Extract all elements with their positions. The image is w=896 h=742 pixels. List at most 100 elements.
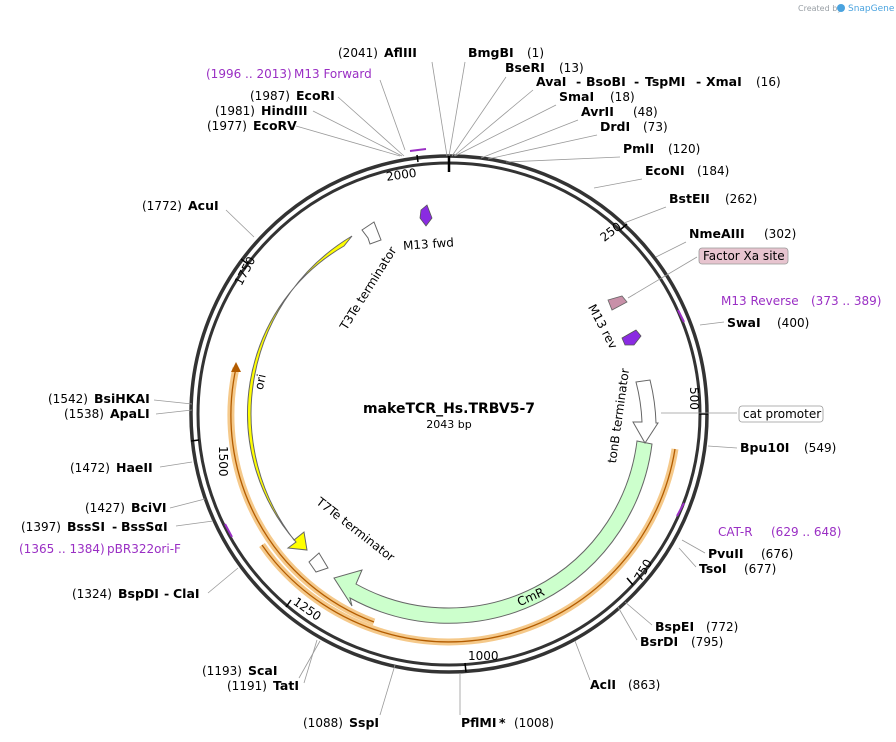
site-separator: - <box>696 74 701 89</box>
site-name: BseRI <box>505 60 545 75</box>
site-name: EcoRI <box>296 88 335 103</box>
site-name: AvaI <box>536 74 566 89</box>
site-pmli[interactable]: PmlI (120) <box>623 141 700 156</box>
site-swai[interactable]: SwaI (400) <box>727 315 809 330</box>
primer-name: CAT-R <box>718 525 753 539</box>
site-ecori[interactable]: (1987) EcoRI <box>250 88 335 103</box>
site-pos: (1324) <box>72 587 112 601</box>
site-pos: (48) <box>633 105 658 119</box>
primer-cat-r[interactable]: CAT-R (629 .. 648) <box>676 502 841 539</box>
factor-xa-box-bg <box>698 247 789 265</box>
primer-name: pBR322ori-F <box>107 542 181 556</box>
site-pos: (1193) <box>202 664 242 678</box>
m13-fwd-label: M13 fwd <box>403 235 455 253</box>
site-acli[interactable]: AclI (863) <box>590 677 660 692</box>
ori-label: ori <box>252 373 269 391</box>
site-name: SmaI <box>559 89 594 104</box>
site-acui[interactable]: (1772) AcuI <box>142 198 219 213</box>
site-tati[interactable]: (1191) TatI <box>227 678 299 693</box>
site-afliii[interactable]: (2041) AflIII <box>338 45 417 60</box>
site-drdi[interactable]: DrdI (73) <box>600 119 668 134</box>
site-name-2: ClaI <box>173 586 200 601</box>
site-bspei[interactable]: BspEI (772) <box>655 619 738 634</box>
site-bsteii[interactable]: BstEII (262) <box>669 191 757 206</box>
site-bspdi[interactable]: (1324) BspDI - ClaI <box>72 586 200 601</box>
site-bsrdi[interactable]: BsrDI (795) <box>640 634 723 649</box>
site-haeii[interactable]: (1472) HaeII <box>70 460 153 475</box>
site-ecorv[interactable]: (1977) EcoRV <box>207 118 297 133</box>
site-nmeaiii[interactable]: NmeAIII (302) <box>689 226 796 241</box>
site-name: HindIII <box>261 103 308 118</box>
site-pos: (184) <box>697 164 729 178</box>
site-name: HaeII <box>116 460 153 475</box>
site-hindiii[interactable]: (1981) HindIII <box>215 103 308 118</box>
site-bseri[interactable]: BseRI (13) <box>505 60 584 75</box>
site-sspi[interactable]: (1088) SspI <box>303 715 379 730</box>
primer-pbr322ori-f[interactable]: (1365 .. 1384) pBR322ori-F <box>19 523 233 556</box>
site-pos: (262) <box>725 192 757 206</box>
factor-xa-text: Factor Xa site <box>703 249 785 263</box>
site-name: AflIII <box>384 45 417 60</box>
primer-range: (1996 .. 2013) <box>206 67 292 81</box>
site-avrii[interactable]: AvrII (48) <box>581 104 658 119</box>
site-star: * <box>499 715 506 730</box>
site-scai[interactable]: (1193) ScaI <box>202 663 278 678</box>
primer-name: M13 Forward <box>294 67 372 81</box>
site-pos: (302) <box>764 227 796 241</box>
site-econi[interactable]: EcoNI (184) <box>645 163 729 178</box>
site-pos: (1981) <box>215 104 255 118</box>
t3te-terminator-feature <box>361 221 382 245</box>
site-pos: (1397) <box>21 520 61 534</box>
site-name: SwaI <box>727 315 761 330</box>
site-apali[interactable]: (1538) ApaLI <box>64 406 150 421</box>
plasmid-size: 2043 bp <box>426 418 471 431</box>
site-name: ApaLI <box>110 406 150 421</box>
factor-xa-box[interactable]: Factor Xa site <box>698 247 789 265</box>
site-name: PmlI <box>623 141 654 156</box>
site-bsssi[interactable]: (1397) BssSI - BssSαI <box>21 519 168 534</box>
tick-label-500: 500 <box>687 387 701 410</box>
site-name: AclI <box>590 677 616 692</box>
cmr-feature <box>333 440 653 624</box>
site-pos: (13) <box>559 61 584 75</box>
site-bmgbi[interactable]: BmgBI (1) <box>468 45 544 60</box>
primer-m13-reverse[interactable]: M13 Reverse (373 .. 389) <box>677 294 881 323</box>
tick-1000 <box>464 662 467 673</box>
tonb-terminator-label: tonB terminator <box>605 367 632 464</box>
cat-promoter-box[interactable]: cat promoter <box>738 405 824 423</box>
tonb-terminator-feature <box>632 379 659 444</box>
site-bpu10i[interactable]: Bpu10I (549) <box>740 440 836 455</box>
cmr-region-line <box>261 448 676 643</box>
site-separator: - <box>576 74 581 89</box>
site-pos: (677) <box>744 562 776 576</box>
site-pos: (1977) <box>207 119 247 133</box>
ori-region-arrow-icon <box>231 362 241 372</box>
site-pflmi[interactable]: PflMI * (1008) <box>461 715 554 730</box>
plasmid-name: makeTCR_Hs.TRBV5-7 <box>363 401 535 417</box>
site-name: PvuII <box>708 546 744 561</box>
m13-rev-label: M13 rev <box>585 302 620 351</box>
tick-750 <box>626 577 634 586</box>
site-bcivi[interactable]: (1427) BciVI <box>85 500 167 515</box>
primer-m13-forward[interactable]: (1996 .. 2013) M13 Forward <box>206 67 427 152</box>
primer-range: (1365 .. 1384) <box>19 542 105 556</box>
site-bsihkai[interactable]: (1542) BsiHKAI <box>48 391 150 406</box>
site-pos: (400) <box>777 316 809 330</box>
site-pos: (676) <box>761 547 793 561</box>
site-pos: (73) <box>643 120 668 134</box>
site-pos: (1772) <box>142 199 182 213</box>
site-pos: (772) <box>706 620 738 634</box>
site-name: BspEI <box>655 619 694 634</box>
site-pos: (120) <box>668 142 700 156</box>
site-smai[interactable]: SmaI (18) <box>559 89 635 104</box>
site-avai[interactable]: AvaI - BsoBI - TspMI - XmaI (16) <box>536 74 781 89</box>
site-name: Bpu10I <box>740 440 789 455</box>
site-pvuii[interactable]: PvuII (676) <box>708 546 793 561</box>
site-pos: (1472) <box>70 461 110 475</box>
site-name-4: XmaI <box>706 74 742 89</box>
site-pos: (16) <box>756 75 781 89</box>
tick-1750 <box>240 258 249 265</box>
site-pos: (1538) <box>64 407 104 421</box>
site-tsoi[interactable]: TsoI (677) <box>699 561 776 576</box>
site-name-3: TspMI <box>645 74 685 89</box>
